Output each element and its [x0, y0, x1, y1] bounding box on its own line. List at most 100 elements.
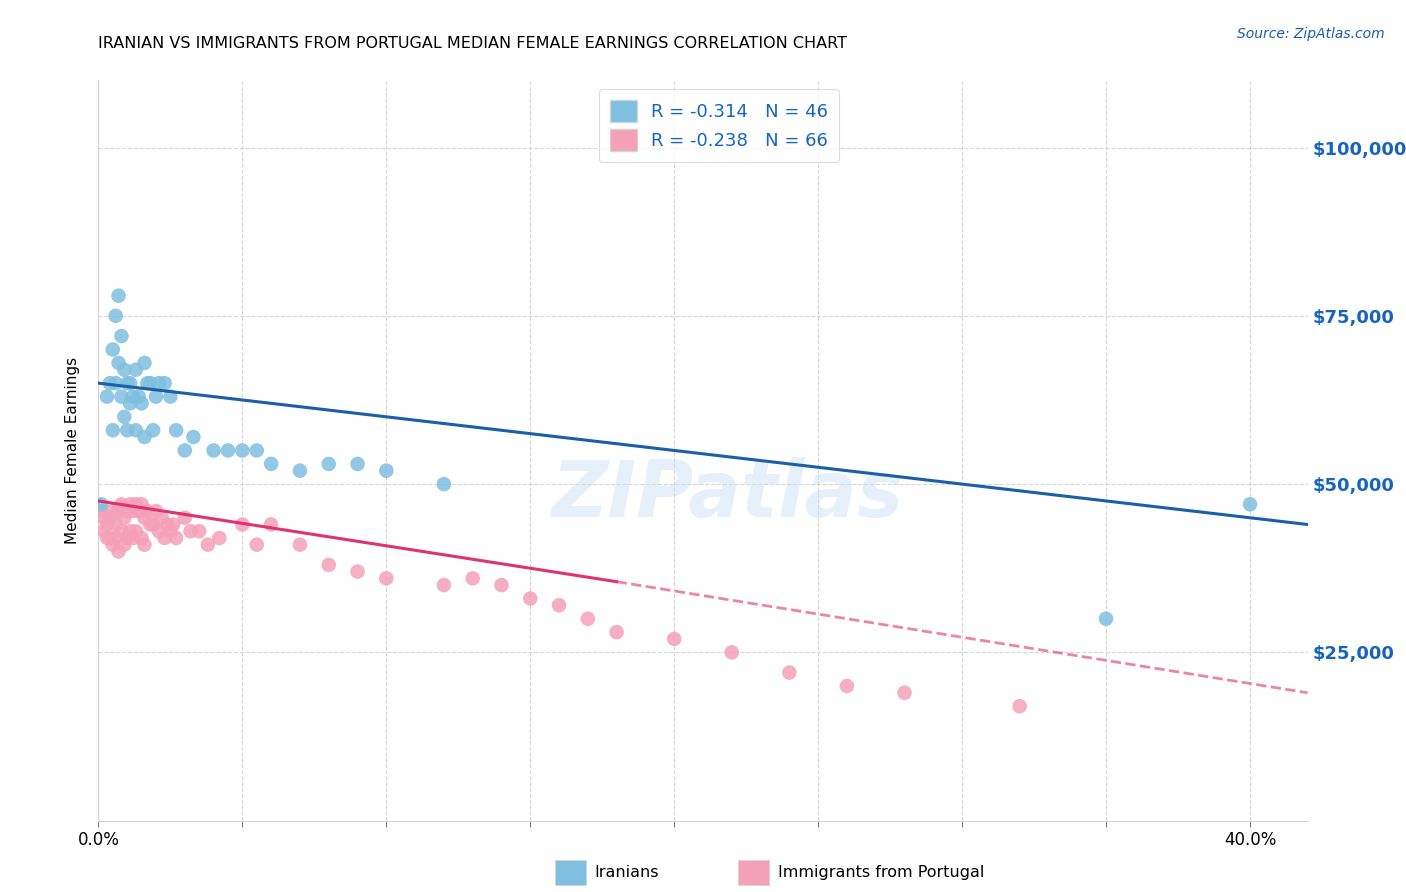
- Point: [104, 517, 127, 532]
- Point: [131, 531, 153, 545]
- Point: [246, 538, 269, 552]
- Point: [159, 390, 181, 404]
- Point: [318, 457, 340, 471]
- Point: [1008, 699, 1031, 714]
- Point: [120, 497, 142, 511]
- Point: [188, 524, 211, 539]
- Y-axis label: Median Female Earnings: Median Female Earnings: [65, 357, 80, 544]
- Text: Source: ZipAtlas.com: Source: ZipAtlas.com: [1237, 27, 1385, 41]
- Point: [288, 464, 311, 478]
- Point: [159, 524, 181, 539]
- Point: [104, 309, 127, 323]
- Point: [107, 288, 129, 302]
- Legend: R = -0.314   N = 46, R = -0.238   N = 66: R = -0.314 N = 46, R = -0.238 N = 66: [599, 89, 839, 162]
- Point: [128, 504, 150, 518]
- Point: [110, 390, 132, 404]
- Text: Immigrants from Portugal: Immigrants from Portugal: [778, 865, 984, 880]
- Point: [778, 665, 800, 680]
- Point: [110, 524, 132, 539]
- Point: [115, 423, 138, 437]
- Point: [197, 538, 219, 552]
- Point: [115, 531, 138, 545]
- Point: [375, 571, 398, 585]
- Point: [664, 632, 686, 646]
- Point: [173, 443, 195, 458]
- Point: [115, 504, 138, 518]
- Point: [148, 376, 170, 391]
- Point: [120, 376, 142, 391]
- Point: [288, 538, 311, 552]
- Point: [104, 376, 127, 391]
- Point: [1239, 497, 1261, 511]
- Point: [107, 544, 129, 558]
- Point: [96, 390, 118, 404]
- Point: [112, 510, 135, 524]
- Point: [93, 510, 115, 524]
- Point: [90, 497, 112, 511]
- Point: [122, 390, 145, 404]
- Point: [165, 531, 187, 545]
- Point: [134, 538, 156, 552]
- Point: [893, 686, 915, 700]
- Point: [519, 591, 541, 606]
- Point: [346, 457, 368, 471]
- Point: [202, 443, 225, 458]
- Point: [125, 362, 148, 376]
- Point: [107, 504, 129, 518]
- Point: [136, 376, 159, 391]
- Point: [231, 517, 253, 532]
- Point: [101, 504, 124, 518]
- Point: [98, 376, 121, 391]
- Point: [104, 531, 127, 545]
- Point: [96, 517, 118, 532]
- Point: [1095, 612, 1118, 626]
- Point: [98, 510, 121, 524]
- Point: [125, 423, 148, 437]
- Point: [142, 517, 165, 532]
- Point: [122, 531, 145, 545]
- Point: [134, 510, 156, 524]
- Point: [148, 524, 170, 539]
- Point: [125, 497, 148, 511]
- Point: [90, 504, 112, 518]
- Point: [101, 538, 124, 552]
- Point: [145, 390, 167, 404]
- Point: [576, 612, 599, 626]
- Point: [134, 356, 156, 370]
- Point: [162, 517, 184, 532]
- Point: [101, 343, 124, 357]
- Point: [491, 578, 513, 592]
- Point: [139, 517, 162, 532]
- Point: [101, 423, 124, 437]
- Point: [122, 504, 145, 518]
- Point: [260, 457, 283, 471]
- Point: [136, 504, 159, 518]
- Text: Iranians: Iranians: [595, 865, 659, 880]
- Point: [145, 504, 167, 518]
- Point: [165, 423, 187, 437]
- Point: [183, 430, 205, 444]
- Point: [134, 430, 156, 444]
- Point: [606, 625, 628, 640]
- Point: [180, 524, 202, 539]
- Point: [153, 376, 176, 391]
- Point: [142, 423, 165, 437]
- Point: [150, 510, 173, 524]
- Point: [131, 497, 153, 511]
- Point: [156, 517, 179, 532]
- Point: [107, 356, 129, 370]
- Point: [139, 376, 162, 391]
- Point: [115, 376, 138, 391]
- Point: [173, 510, 195, 524]
- Point: [231, 443, 253, 458]
- Text: ZIPatlas: ZIPatlas: [551, 457, 903, 533]
- Point: [112, 362, 135, 376]
- Point: [433, 578, 456, 592]
- Point: [835, 679, 858, 693]
- Point: [125, 524, 148, 539]
- Point: [93, 524, 115, 539]
- Point: [120, 396, 142, 410]
- Point: [131, 396, 153, 410]
- Point: [98, 531, 121, 545]
- Point: [153, 531, 176, 545]
